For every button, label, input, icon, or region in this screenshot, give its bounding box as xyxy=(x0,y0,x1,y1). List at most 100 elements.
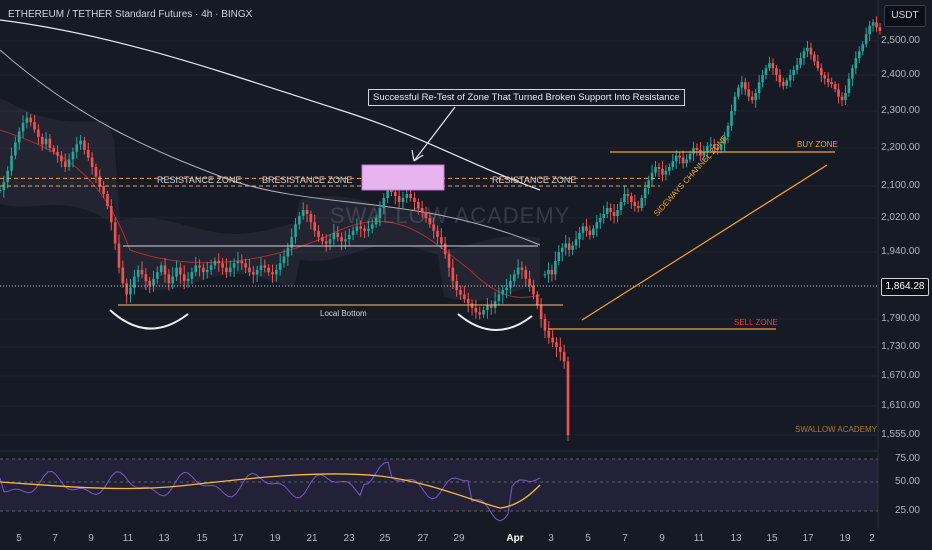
time-tick-label: 11 xyxy=(122,533,134,544)
price-candle xyxy=(271,272,274,275)
price-candle xyxy=(550,269,554,275)
price-candle xyxy=(878,27,882,31)
price-candle xyxy=(630,196,633,202)
time-tick-label: Apr xyxy=(506,533,524,544)
price-candle xyxy=(367,228,370,231)
price-candle xyxy=(228,267,232,273)
price-candle xyxy=(802,51,806,58)
price-candle xyxy=(152,278,155,286)
price-candle xyxy=(232,263,236,268)
buy-zone-label: BUY ZONE xyxy=(797,140,838,149)
price-candle xyxy=(692,148,695,154)
chart-title: ETHEREUM / TETHER Standard Futures · 4h … xyxy=(8,9,253,20)
price-candle xyxy=(470,303,474,308)
price-candle xyxy=(428,218,432,225)
callout-arrow-line xyxy=(413,106,456,162)
bollinger-band xyxy=(0,98,540,301)
price-candle xyxy=(213,260,217,266)
price-candle xyxy=(726,125,730,137)
price-candle xyxy=(255,269,259,275)
price-candle xyxy=(516,267,520,275)
price-candle xyxy=(588,230,592,235)
price-candle xyxy=(833,84,837,90)
price-candle xyxy=(823,75,827,79)
price-candle xyxy=(267,267,270,273)
price-candle xyxy=(409,194,412,198)
price-candle xyxy=(0,190,2,191)
price-candle xyxy=(520,267,524,270)
price-candle xyxy=(186,278,190,282)
price-tick-label: 2,100.00 xyxy=(881,180,920,191)
price-candle xyxy=(413,198,416,202)
price-candle xyxy=(397,196,401,202)
price-candle xyxy=(719,144,723,150)
price-candle xyxy=(259,265,263,270)
price-candle xyxy=(355,226,359,231)
price-candle xyxy=(478,312,482,315)
price-candle xyxy=(668,167,671,171)
price-candle xyxy=(567,243,571,250)
price-candle xyxy=(619,202,623,210)
price-candle xyxy=(847,78,851,93)
price-candle xyxy=(17,131,21,143)
price-candle xyxy=(578,232,581,240)
price-candle xyxy=(851,68,854,79)
price-candle xyxy=(374,218,378,225)
price-tick-label: 2,020.00 xyxy=(881,212,920,223)
price-candle xyxy=(702,151,706,156)
price-candle xyxy=(33,122,36,130)
price-candle xyxy=(209,265,213,270)
time-tick-label: 29 xyxy=(453,533,465,544)
price-candle xyxy=(125,283,128,295)
price-candle xyxy=(25,117,29,123)
price-candle xyxy=(657,167,661,169)
price-candle xyxy=(324,241,328,244)
price-candle xyxy=(301,210,305,216)
price-candle xyxy=(443,243,447,255)
price-candle xyxy=(712,144,716,148)
price-candle xyxy=(244,263,247,268)
price-candle xyxy=(871,22,875,26)
current-price-label: 1,864.28 xyxy=(881,278,929,296)
price-candle xyxy=(709,144,713,147)
price-candle xyxy=(79,140,82,145)
price-candle xyxy=(547,269,550,275)
price-candle xyxy=(754,93,757,101)
price-candle xyxy=(524,269,528,279)
price-candle xyxy=(251,272,255,275)
price-candle xyxy=(737,87,740,97)
price-candle xyxy=(40,136,44,145)
price-tick-label: 2,400.00 xyxy=(881,69,920,80)
rsi-tick-label: 25.00 xyxy=(894,505,920,516)
price-candle xyxy=(451,267,455,282)
price-candle xyxy=(194,265,198,273)
price-candle xyxy=(750,96,754,101)
price-tick-label: 1,670.00 xyxy=(881,370,920,381)
price-candle xyxy=(557,252,561,261)
price-candle xyxy=(386,190,389,198)
currency-badge[interactable]: USDT xyxy=(884,5,926,27)
resistance-zone-label-right: RESISTANCE ZONE xyxy=(492,175,577,185)
price-candle xyxy=(792,69,795,75)
chart-background xyxy=(0,0,878,528)
price-candle xyxy=(144,274,148,282)
price-candle xyxy=(405,194,409,198)
price-candle xyxy=(44,138,48,145)
price-candle xyxy=(616,210,619,216)
price-candle xyxy=(336,232,340,238)
price-candle xyxy=(595,222,599,229)
price-candle xyxy=(363,228,366,231)
price-candle xyxy=(844,93,847,101)
price-candle xyxy=(482,310,485,315)
price-tick-label: 2,500.00 xyxy=(881,35,920,46)
price-candle xyxy=(764,68,768,75)
price-candle xyxy=(716,148,719,150)
time-tick-label: 25 xyxy=(379,533,391,544)
price-candle xyxy=(121,267,125,284)
price-candle xyxy=(636,206,640,208)
price-tick-label: 2,300.00 xyxy=(881,105,920,116)
price-candle xyxy=(768,63,771,69)
price-candle xyxy=(474,307,478,313)
price-candle xyxy=(294,224,297,238)
